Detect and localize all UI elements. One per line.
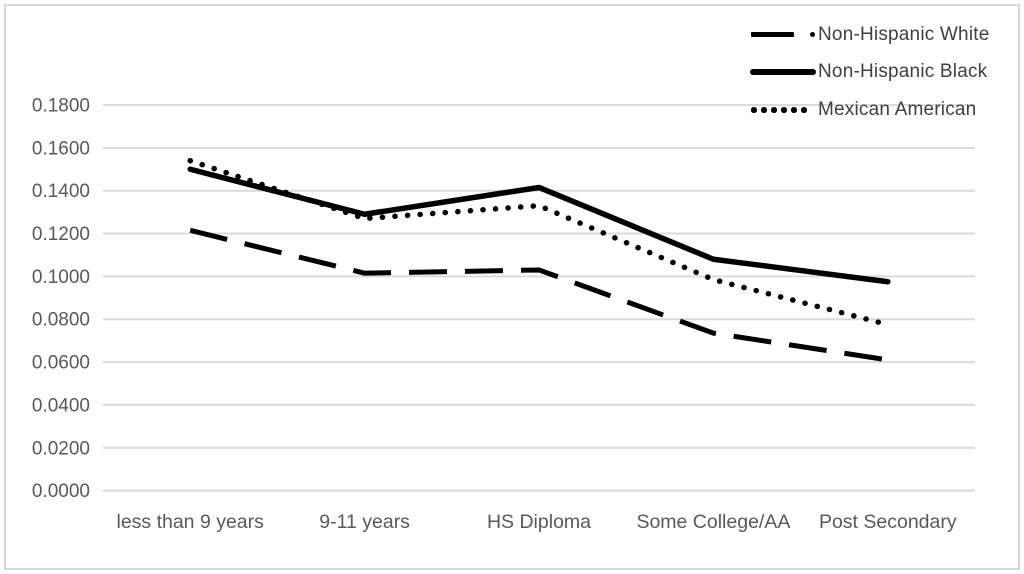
- svg-text:0.0400: 0.0400: [32, 395, 90, 416]
- svg-text:0.1000: 0.1000: [32, 267, 90, 288]
- svg-text:less than 9 years: less than 9 years: [116, 511, 264, 533]
- legend-item-mexican-american: Mexican American: [748, 91, 990, 129]
- svg-text:HS Diploma: HS Diploma: [487, 511, 591, 533]
- solid-segment: [750, 69, 816, 76]
- dash-dot-line-swatch: [748, 30, 818, 40]
- svg-text:0.0200: 0.0200: [32, 438, 90, 459]
- svg-text:Some College/AA: Some College/AA: [636, 511, 790, 533]
- legend-label: Non-Hispanic White: [818, 23, 990, 45]
- dots-segment: [751, 107, 807, 113]
- legend-item-non-hispanic-black: Non-Hispanic Black: [748, 54, 990, 92]
- chart-frame: 0.0000 0.0200 0.0400 0.0600 0.0800 0.1000 0.12…: [4, 4, 1020, 570]
- dotted-line-swatch: [748, 105, 818, 115]
- svg-text:0.1800: 0.1800: [32, 96, 90, 117]
- legend-label: Non-Hispanic Black: [818, 61, 988, 83]
- legend-label: Mexican American: [818, 98, 977, 120]
- svg-text:9-11 years: 9-11 years: [319, 511, 410, 533]
- svg-text:0.1200: 0.1200: [32, 224, 90, 245]
- legend: Non-Hispanic White Non-Hispanic Black Me…: [748, 16, 990, 129]
- legend-item-non-hispanic-white: Non-Hispanic White: [748, 16, 990, 54]
- svg-text:0.1400: 0.1400: [32, 181, 90, 202]
- svg-text:0.0000: 0.0000: [32, 481, 90, 502]
- svg-text:Post Secondary: Post Secondary: [819, 511, 957, 533]
- dash-segment: [751, 32, 794, 38]
- svg-text:0.1600: 0.1600: [32, 138, 90, 159]
- svg-text:0.0600: 0.0600: [32, 353, 90, 374]
- dot-segment: [810, 32, 815, 38]
- svg-text:0.0800: 0.0800: [32, 310, 90, 331]
- solid-line-swatch: [748, 67, 818, 77]
